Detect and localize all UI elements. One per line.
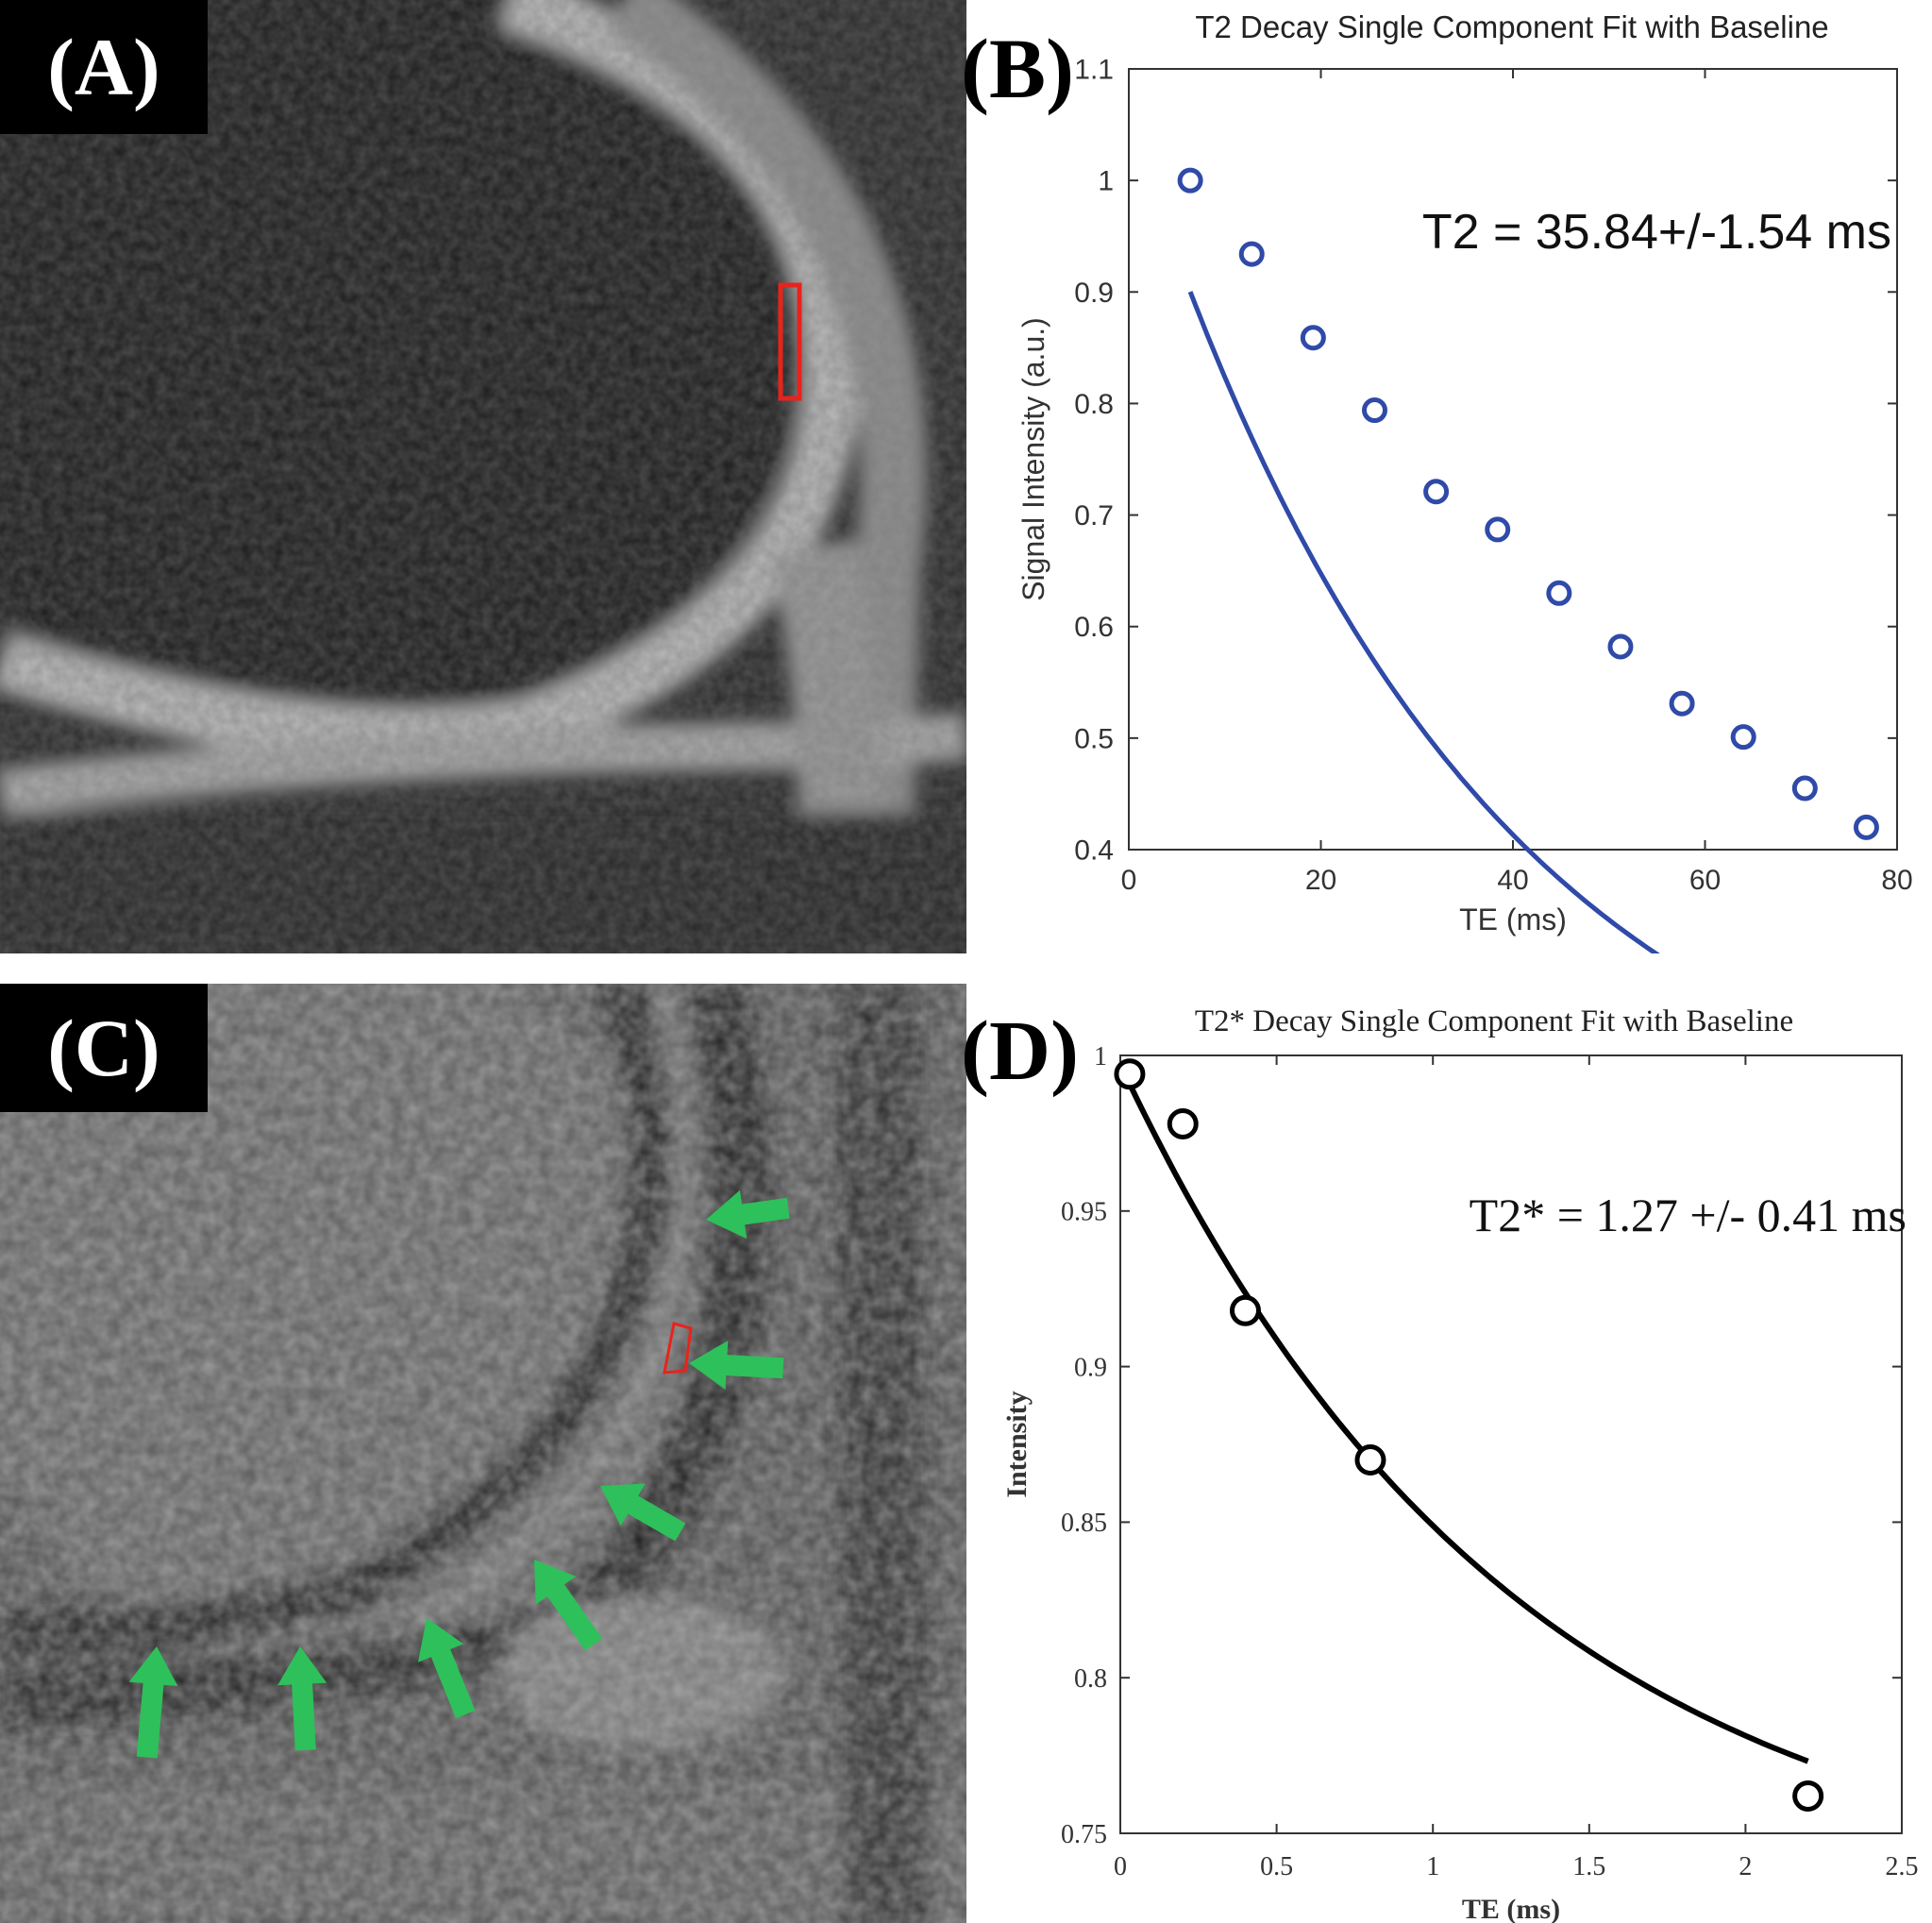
roi-box-c bbox=[663, 1322, 693, 1375]
y-axis-label: Intensity bbox=[1001, 1391, 1033, 1497]
plot-frame bbox=[1128, 68, 1898, 851]
data-point bbox=[1229, 1294, 1261, 1326]
green-arrow-icon bbox=[417, 1618, 476, 1719]
y-tick-label: 0.8 bbox=[1074, 389, 1114, 420]
x-tick-label: 2 bbox=[1739, 1852, 1752, 1881]
x-tick-label: 60 bbox=[1689, 865, 1721, 896]
fit-curve-line bbox=[1187, 291, 1660, 953]
x-tick-label: 0 bbox=[1121, 865, 1137, 896]
x-tick-label: 20 bbox=[1305, 865, 1336, 896]
panel-label-c: (C) bbox=[0, 984, 208, 1112]
x-axis-label: TE (ms) bbox=[1462, 1894, 1560, 1923]
mri-image-a bbox=[0, 0, 966, 953]
panel-label-a: (A) bbox=[0, 0, 208, 134]
fit-curve-line bbox=[1127, 1082, 1809, 1764]
panel-label-d: (D) bbox=[961, 1004, 1079, 1098]
y-tick-label: 0.85 bbox=[1061, 1509, 1107, 1538]
data-point bbox=[1423, 479, 1450, 505]
data-point bbox=[1354, 1443, 1386, 1476]
x-tick-label: 40 bbox=[1497, 865, 1528, 896]
y-tick-label: 0.6 bbox=[1074, 612, 1114, 643]
data-point bbox=[1177, 167, 1203, 194]
x-tick-label: 1.5 bbox=[1572, 1852, 1605, 1881]
green-arrow-icon bbox=[600, 1483, 686, 1542]
green-arrow-icon bbox=[534, 1560, 603, 1651]
fit-result-annotation: T2 = 35.84+/-1.54 ms bbox=[1422, 205, 1891, 260]
data-point bbox=[1300, 325, 1326, 351]
data-point bbox=[1485, 516, 1511, 543]
data-point bbox=[1546, 580, 1572, 606]
y-tick-label: 1 bbox=[1098, 166, 1114, 197]
green-arrow-icon bbox=[277, 1646, 328, 1751]
x-tick-label: 0.5 bbox=[1260, 1852, 1293, 1881]
x-axis-label: TE (ms) bbox=[1459, 902, 1567, 936]
data-point bbox=[1167, 1108, 1199, 1140]
y-tick-label: 0.75 bbox=[1061, 1820, 1107, 1849]
y-tick-label: 1.1 bbox=[1074, 55, 1114, 86]
y-tick-label: 1 bbox=[1094, 1042, 1107, 1071]
x-tick-label: 0 bbox=[1114, 1852, 1127, 1881]
data-point bbox=[1853, 814, 1879, 840]
roi-box-a bbox=[778, 282, 802, 401]
data-point bbox=[1669, 690, 1695, 717]
y-tick-label: 0.95 bbox=[1061, 1198, 1107, 1227]
x-tick-label: 2.5 bbox=[1886, 1852, 1919, 1881]
x-tick-label: 1 bbox=[1426, 1852, 1439, 1881]
plot-frame bbox=[1119, 1054, 1903, 1834]
t2star-decay-chart: 0 0.5 1 1.5 2 2.5 0.75 0.8 0.85 0.9 0.95 1 T2* Decay… bbox=[1001, 1004, 1919, 1923]
y-tick-label: 0.7 bbox=[1074, 500, 1114, 531]
y-tick-label: 0.9 bbox=[1074, 278, 1114, 309]
green-arrow-icon bbox=[706, 1189, 790, 1240]
data-point bbox=[1361, 397, 1387, 424]
green-arrow-icon bbox=[689, 1341, 784, 1391]
fit-result-annotation: T2* = 1.27 +/- 0.41 ms bbox=[1470, 1189, 1907, 1241]
data-point bbox=[1792, 1780, 1824, 1812]
data-point bbox=[1607, 633, 1634, 660]
panel-label-b: (B) bbox=[961, 23, 1074, 116]
data-point bbox=[1238, 241, 1265, 267]
t2-decay-chart: 0 20 40 60 80 0.4 0.5 0.6 0.7 0.8 0.9 1 1.1 T2 Decay … bbox=[1016, 9, 1913, 953]
data-point bbox=[1114, 1058, 1146, 1090]
y-tick-label: 0.5 bbox=[1074, 723, 1114, 754]
data-point bbox=[1791, 775, 1818, 801]
y-tick-label: 0.8 bbox=[1074, 1664, 1107, 1694]
x-tick-label: 80 bbox=[1881, 865, 1912, 896]
chart-title: T2* Decay Single Component Fit with Base… bbox=[1195, 1004, 1793, 1038]
mri-image-c bbox=[0, 984, 966, 1923]
green-arrow-icon bbox=[128, 1646, 178, 1759]
y-tick-label: 0.9 bbox=[1074, 1353, 1107, 1382]
y-tick-label: 0.4 bbox=[1074, 835, 1114, 867]
data-point bbox=[1730, 724, 1756, 751]
y-axis-label: Signal Intensity (a.u.) bbox=[1016, 317, 1050, 601]
chart-title: T2 Decay Single Component Fit with Basel… bbox=[1195, 9, 1828, 44]
